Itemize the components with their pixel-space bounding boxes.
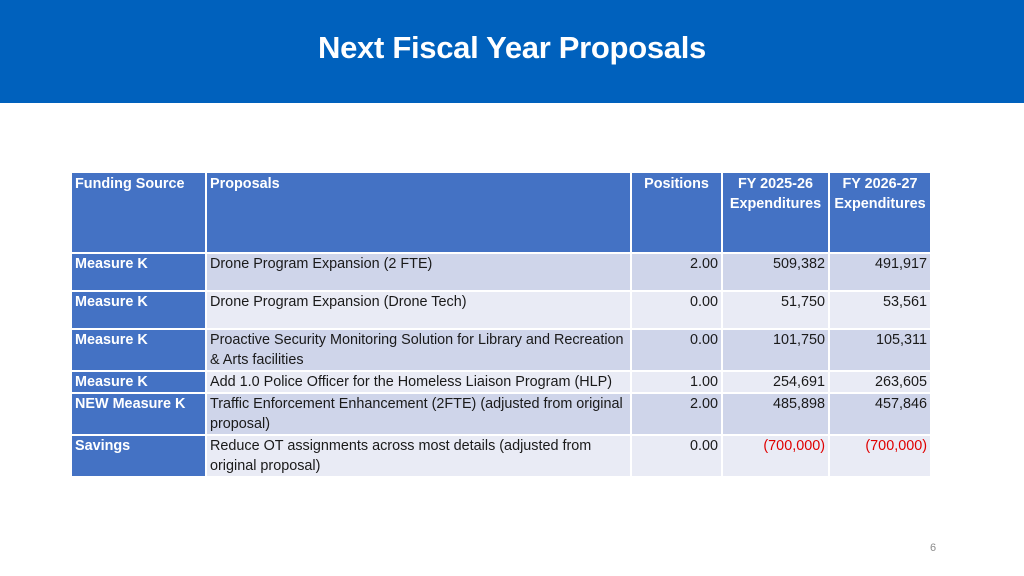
fy2526-cell: (700,000) xyxy=(721,434,830,478)
page-number: 6 xyxy=(930,542,937,554)
table-row: Measure K Drone Program Expansion (2 FTE… xyxy=(70,252,932,292)
table-row: Measure K Drone Program Expansion (Drone… xyxy=(70,290,932,330)
table-row: Savings Reduce OT assignments across mos… xyxy=(70,434,932,478)
fy2526-cell: 254,691 xyxy=(721,370,830,394)
positions-cell: 1.00 xyxy=(630,370,723,394)
fy2627-cell: 491,917 xyxy=(828,252,932,292)
slide-title: Next Fiscal Year Proposals xyxy=(318,30,706,65)
table-row: Measure K Proactive Security Monitoring … xyxy=(70,328,932,372)
fy2627-cell: 457,846 xyxy=(828,392,932,436)
fy2526-cell: 509,382 xyxy=(721,252,830,292)
fy2627-cell: 105,311 xyxy=(828,328,932,372)
funding-source-cell: Measure K xyxy=(70,290,207,330)
funding-source-cell: Savings xyxy=(70,434,207,478)
proposals-table: Funding Source Proposals Positions FY 20… xyxy=(70,171,932,478)
header-proposals: Proposals xyxy=(205,171,632,254)
proposal-cell: Drone Program Expansion (Drone Tech) xyxy=(205,290,632,330)
header-fy2627-label: Expenditures xyxy=(834,196,926,212)
proposal-cell: Reduce OT assignments across most detail… xyxy=(205,434,632,478)
funding-source-cell: Measure K xyxy=(70,370,207,394)
positions-cell: 0.00 xyxy=(630,290,723,330)
table-row: NEW Measure K Traffic Enforcement Enhanc… xyxy=(70,392,932,436)
fy2526-cell: 101,750 xyxy=(721,328,830,372)
funding-source-cell: Measure K xyxy=(70,252,207,292)
fy2526-cell: 485,898 xyxy=(721,392,830,436)
header-fy2526-label: Expenditures xyxy=(729,196,822,212)
proposal-cell: Traffic Enforcement Enhancement (2FTE) (… xyxy=(205,392,632,436)
table-header-row: Funding Source Proposals Positions FY 20… xyxy=(70,171,932,254)
header-fy2526-year: FY 2025-26 xyxy=(738,176,813,192)
fy2526-cell: 51,750 xyxy=(721,290,830,330)
proposal-cell: Drone Program Expansion (2 FTE) xyxy=(205,252,632,292)
header-fy2526: FY 2025-26 Expenditures xyxy=(721,171,830,254)
table-row: Measure K Add 1.0 Police Officer for the… xyxy=(70,370,932,394)
positions-cell: 0.00 xyxy=(630,328,723,372)
proposal-cell: Proactive Security Monitoring Solution f… xyxy=(205,328,632,372)
funding-source-cell: NEW Measure K xyxy=(70,392,207,436)
proposal-cell: Add 1.0 Police Officer for the Homeless … xyxy=(205,370,632,394)
positions-cell: 2.00 xyxy=(630,392,723,436)
fy2627-cell: (700,000) xyxy=(828,434,932,478)
positions-cell: 0.00 xyxy=(630,434,723,478)
fy2627-cell: 263,605 xyxy=(828,370,932,394)
funding-source-cell: Measure K xyxy=(70,328,207,372)
title-bar xyxy=(0,0,1024,103)
header-fy2627-year: FY 2026-27 xyxy=(842,176,918,192)
header-positions: Positions xyxy=(630,171,723,254)
fy2627-cell: 53,561 xyxy=(828,290,932,330)
positions-cell: 2.00 xyxy=(630,252,723,292)
header-funding-source: Funding Source xyxy=(70,171,207,254)
header-fy2627: FY 2026-27 Expenditures xyxy=(828,171,932,254)
